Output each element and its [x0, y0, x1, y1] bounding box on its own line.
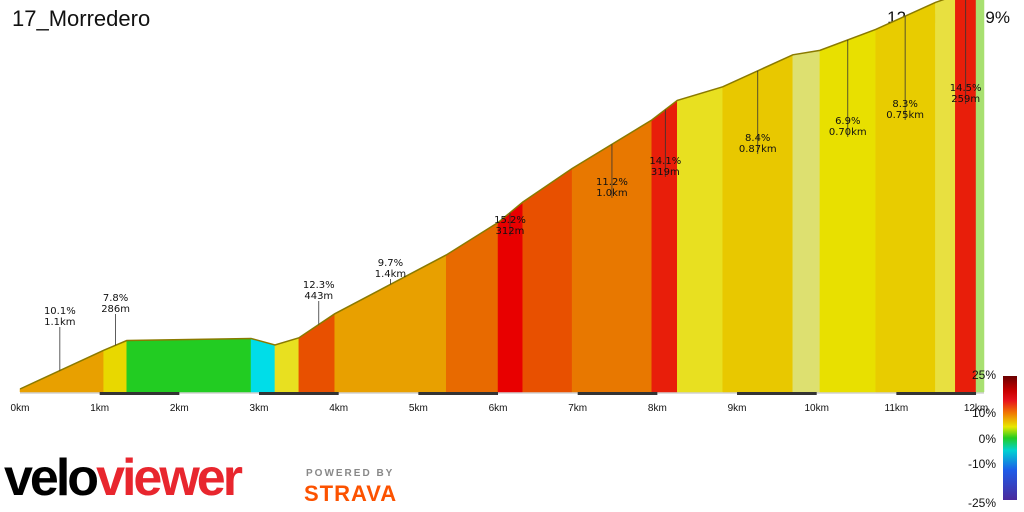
x-tick-label: 6km: [489, 403, 508, 414]
profile-segment: [522, 168, 573, 393]
annotation-grade: 9.7%: [378, 258, 403, 269]
annotation-length: 1.4km: [375, 269, 406, 280]
x-tick-label: 8km: [648, 403, 667, 414]
profile-segment: [126, 338, 252, 393]
annotation-grade: 14.1%: [649, 156, 681, 167]
x-tick-label: 9km: [728, 403, 747, 414]
annotation-grade: 12.3%: [303, 280, 335, 291]
profile-segment: [250, 338, 276, 393]
profile-outline: [19, 0, 945, 390]
profile-segment: [651, 99, 678, 393]
powered-by-label: POWERED BY: [306, 468, 395, 479]
profile-segment: [677, 86, 723, 393]
legend-label: 0%: [978, 432, 996, 446]
legend-label: 10%: [971, 406, 996, 420]
annotation-length: 0.87km: [739, 144, 777, 155]
x-tick-label: 2km: [170, 403, 189, 414]
km-band: [577, 392, 658, 395]
annotation-grade: 14.5%: [950, 83, 982, 94]
km-band: [259, 392, 339, 395]
annotation-length: 286m: [101, 304, 130, 315]
annotation-length: 312m: [496, 226, 525, 237]
profile-segment: [445, 222, 499, 393]
km-band: [418, 392, 499, 395]
legend-label: -25%: [967, 496, 996, 510]
x-tick-label: 4km: [329, 403, 348, 414]
annotation-length: 0.70km: [829, 127, 867, 138]
km-band: [737, 392, 817, 395]
legend-label: -10%: [967, 457, 996, 471]
annotation-length: 1.1km: [44, 317, 75, 328]
legend-label: 25%: [971, 368, 996, 382]
x-tick-label: 1km: [90, 403, 109, 414]
km-band: [99, 392, 180, 395]
gradient-legend-bar: [1003, 376, 1017, 500]
annotation-grade: 7.8%: [103, 293, 128, 304]
annotation-length: 443m: [304, 291, 333, 302]
annotation-grade: 8.4%: [745, 133, 770, 144]
profile-segment: [274, 337, 300, 393]
annotation-length: 0.75km: [886, 110, 924, 121]
annotation-length: 1.0km: [596, 188, 627, 199]
profile-segment: [792, 50, 821, 393]
strava-logo: STRAVA: [304, 481, 398, 506]
x-tick-label: 10km: [804, 403, 828, 414]
km-band: [896, 392, 977, 395]
x-tick-label: 12km: [964, 403, 988, 414]
annotation-grade: 10.1%: [44, 306, 76, 317]
profile-segment: [935, 0, 956, 393]
annotation-length: 259m: [951, 94, 980, 105]
annotation-length: 319m: [651, 167, 680, 178]
annotation-grade: 15.2%: [494, 215, 526, 226]
chart-title: 17_Morredero: [12, 6, 151, 31]
annotation-grade: 8.3%: [892, 99, 917, 110]
x-tick-label: 3km: [250, 403, 269, 414]
veloviewer-logo: veloviewer: [4, 449, 243, 507]
annotation-grade: 6.9%: [835, 116, 860, 127]
x-tick-label: 11km: [885, 403, 909, 414]
x-tick-label: 5km: [409, 403, 428, 414]
annotation-grade: 11.2%: [596, 177, 628, 188]
x-tick-label: 0km: [11, 403, 30, 414]
profile-segment: [975, 0, 985, 393]
x-tick-label: 7km: [568, 403, 587, 414]
